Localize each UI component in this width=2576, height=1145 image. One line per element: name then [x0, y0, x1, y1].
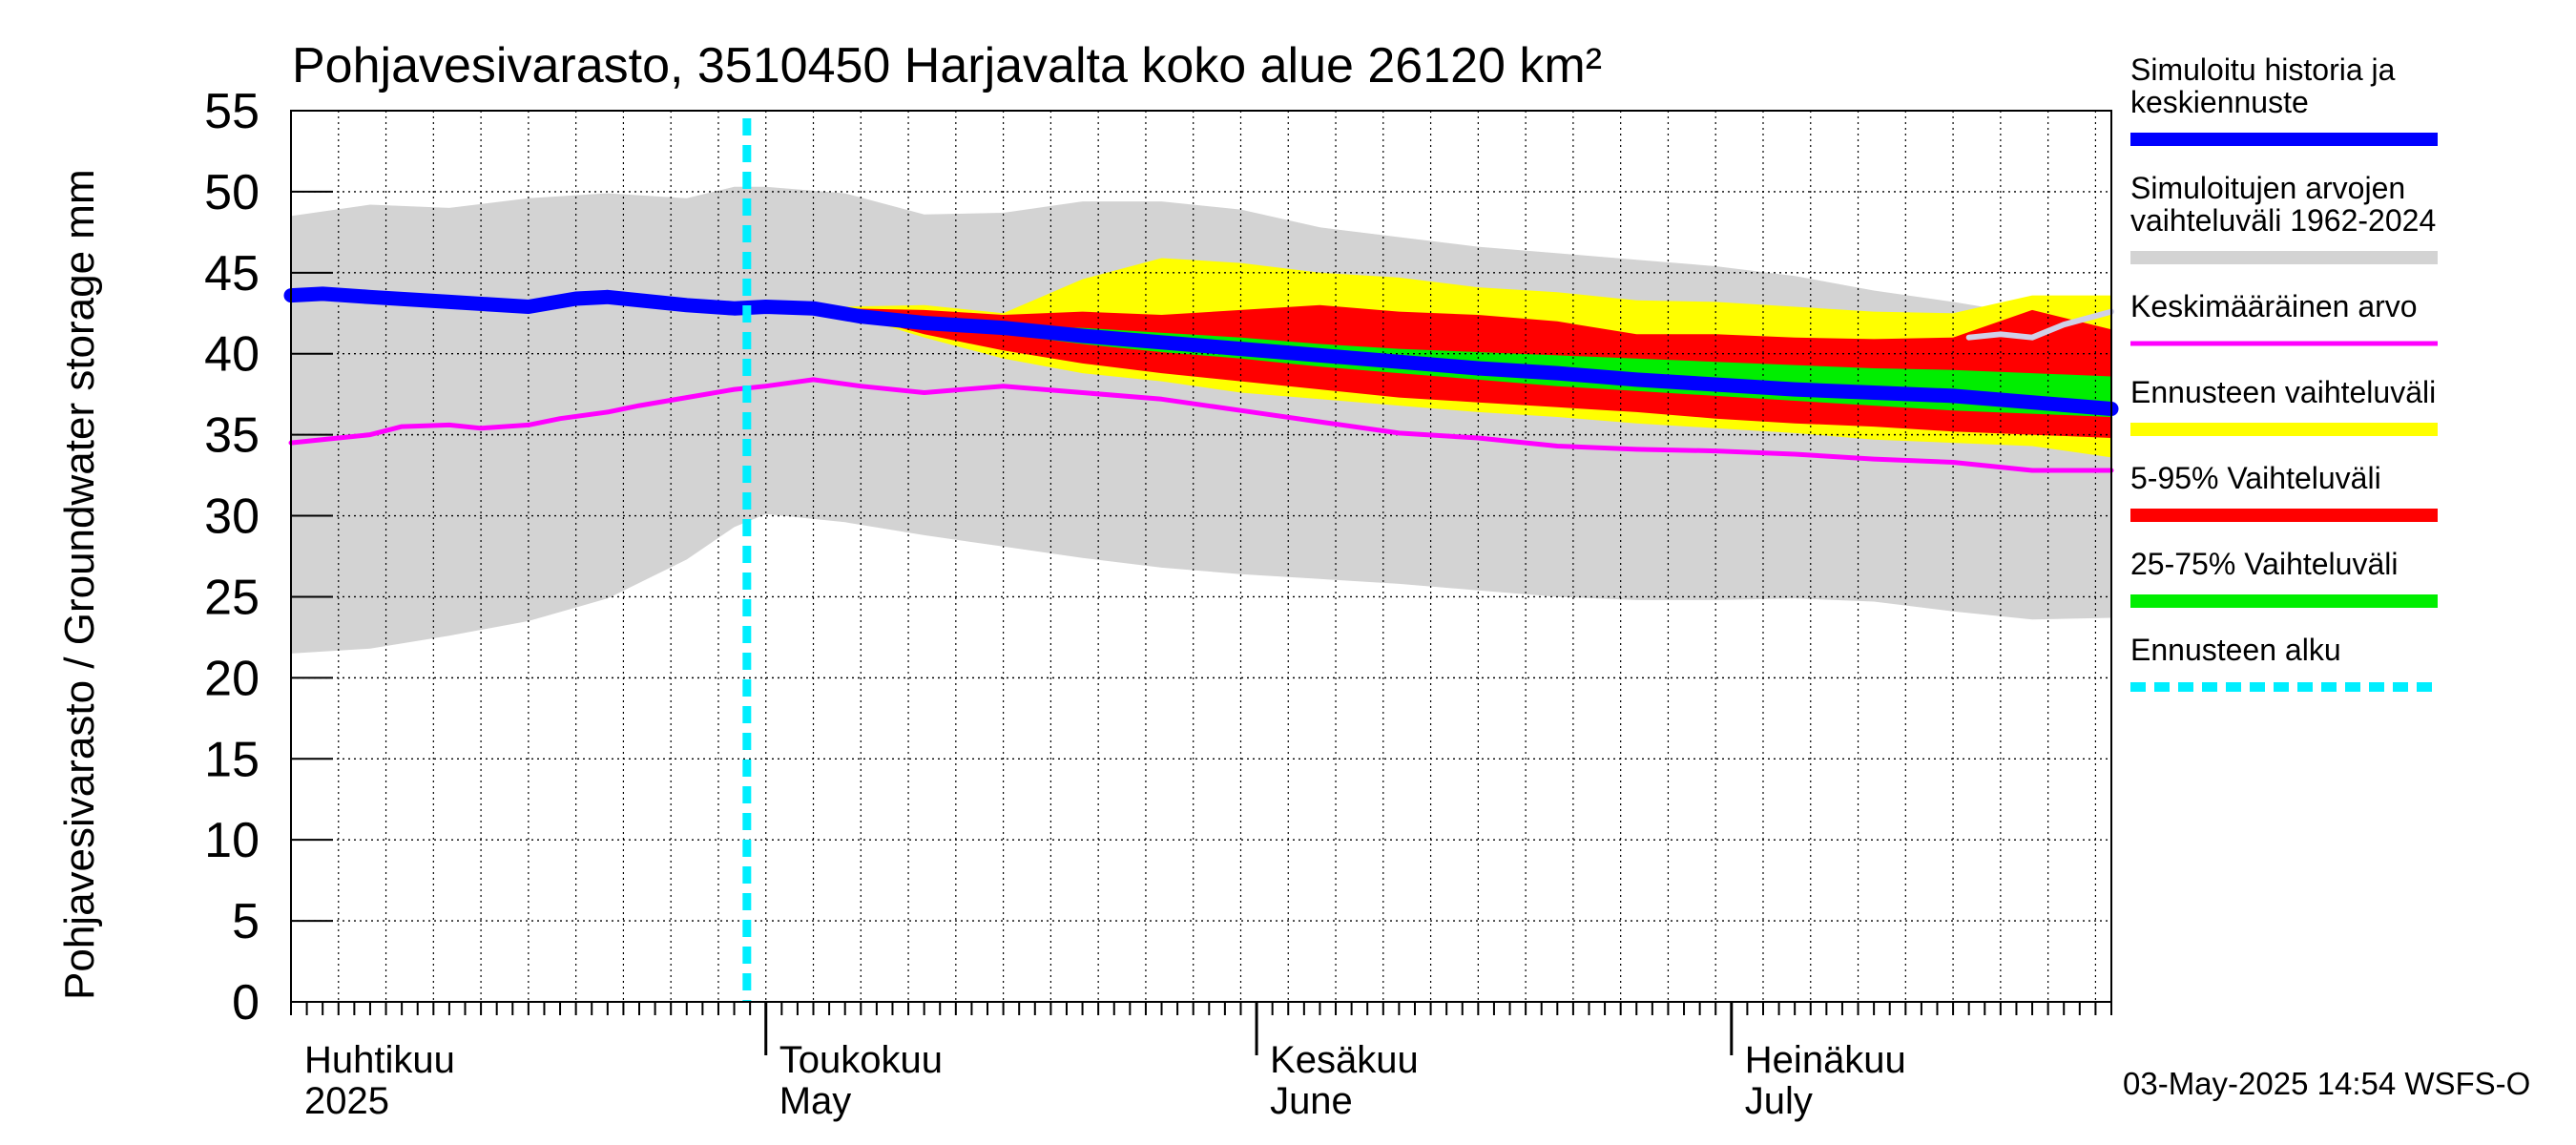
y-tick-label-50: 50: [204, 165, 260, 220]
line-simuloitu-historia-vaalea: [1965, 308, 2114, 341]
plot-frame: [290, 110, 2112, 1003]
y-tick-label-25: 25: [204, 570, 260, 625]
y-tick-label-45: 45: [204, 246, 260, 302]
legend-label-2-0: Keskimääräinen arvo: [2130, 289, 2418, 323]
grid-layer: [291, 111, 2111, 1002]
footer-timestamp: 03-May-2025 14:54 WSFS-O: [2123, 1066, 2530, 1101]
y-tick-label-20: 20: [204, 651, 260, 706]
month-label-fi-huhtikuu: Huhtikuu: [304, 1039, 455, 1081]
y-tick-label-40: 40: [204, 327, 260, 383]
y-tick-label-0: 0: [232, 975, 260, 1030]
y-tick-label-35: 35: [204, 408, 260, 464]
legend-label-6-0: Ennusteen alku: [2130, 633, 2341, 667]
month-label-en-june: June: [1270, 1080, 1353, 1122]
legend-label-0-0: Simuloitu historia ja: [2130, 52, 2396, 87]
y-tick-label-10: 10: [204, 813, 260, 868]
y-tick-label-55: 55: [204, 84, 260, 139]
legend-label-0-1: keskiennuste: [2130, 85, 2309, 119]
legend-label-3-0: Ennusteen vaihteluväli: [2130, 375, 2436, 409]
y-tick-label-30: 30: [204, 489, 260, 545]
month-label-fi-hein-kuu: Heinäkuu: [1745, 1039, 1906, 1081]
month-label-fi-toukokuu: Toukokuu: [779, 1039, 943, 1081]
chart-title: Pohjavesivarasto, 3510450 Harjavalta kok…: [292, 38, 1602, 94]
month-label-fi-kes-kuu: Kesäkuu: [1270, 1039, 1419, 1081]
y-tick-label-5: 5: [232, 894, 260, 949]
month-label-en-july: July: [1745, 1080, 1813, 1122]
legend-label-4-0: 5-95% Vaihteluväli: [2130, 461, 2381, 495]
month-label-en-2025: 2025: [304, 1080, 389, 1122]
y-axis-label: Pohjavesivarasto / Groundwater storage m…: [56, 169, 103, 1000]
y-tick-label-15: 15: [204, 732, 260, 787]
line-keskim-r-inen-arvo: [288, 377, 2114, 473]
axes-layer: 0510152025303540455055Huhtikuu2025Toukok…: [204, 84, 2112, 1122]
line-simuloitu-historia-ja-keskiennuste: [283, 286, 2119, 416]
line-layer: [283, 118, 2119, 1002]
month-label-en-may: May: [779, 1080, 852, 1122]
legend-label-1-1: vaihteluväli 1962-2024: [2130, 203, 2436, 238]
legend-label-1-0: Simuloitujen arvojen: [2130, 171, 2405, 205]
legend-label-5-0: 25-75% Vaihteluväli: [2130, 547, 2398, 581]
